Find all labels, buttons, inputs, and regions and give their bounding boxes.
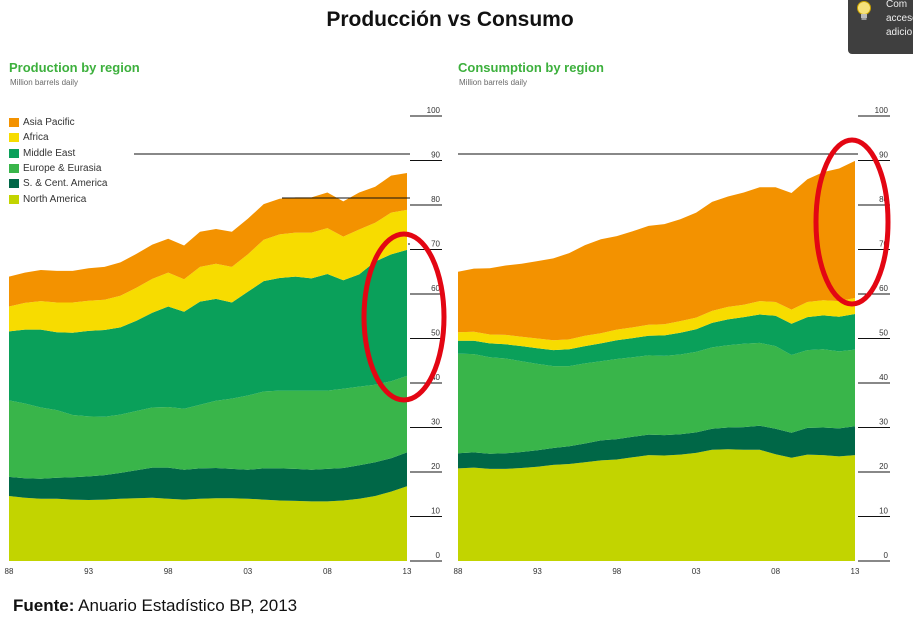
x-tick-label: 13	[403, 567, 412, 576]
area-series-europe-eurasia	[458, 342, 855, 454]
production-legend: Asia Pacific Africa Middle East Europe & Eu…	[9, 115, 107, 207]
area-series-north-america	[458, 449, 855, 561]
y-tick-label: 30	[431, 418, 440, 427]
production-chart-subtitle: Million barrels daily	[10, 78, 79, 87]
y-tick-label: 30	[879, 418, 888, 427]
legend-item: Middle East	[9, 146, 107, 161]
legend-item: Asia Pacific	[9, 115, 107, 130]
source-text: Anuario Estadístico BP, 2013	[74, 596, 298, 615]
y-tick-label: 50	[879, 329, 888, 338]
x-tick-label: 08	[771, 567, 780, 576]
tooltip-line: Com	[886, 0, 908, 10]
legend-item: North America	[9, 191, 107, 206]
legend-label: Europe & Eurasia	[23, 163, 102, 175]
area-series-middle-east	[9, 249, 407, 417]
page-title: Producción vs Consumo	[326, 8, 574, 31]
legend-swatch	[9, 179, 19, 189]
y-tick-label: 100	[875, 106, 889, 115]
legend-label: Asia Pacific	[23, 117, 75, 129]
y-tick-label: 10	[431, 507, 440, 516]
y-tick-label: 70	[879, 240, 888, 249]
area-series-north-america	[9, 486, 407, 561]
x-tick-label: 93	[533, 567, 542, 576]
y-tick-label: 40	[431, 373, 440, 382]
production-chart-title: Production by region	[9, 60, 140, 75]
y-tick-label: 40	[879, 373, 888, 382]
legend-swatch	[9, 164, 19, 174]
x-tick-label: 13	[851, 567, 860, 576]
source-note: Fuente: Anuario Estadístico BP, 2013	[13, 596, 297, 616]
x-tick-label: 03	[692, 567, 701, 576]
y-tick-label: 90	[879, 151, 888, 160]
y-tick-label: 60	[879, 284, 888, 293]
consumption-chart-title: Consumption by region	[458, 60, 604, 75]
tooltip-line: acceso	[886, 13, 913, 24]
x-tick-label: 98	[612, 567, 621, 576]
area-series-middle-east	[458, 314, 855, 367]
legend-item: Europe & Eurasia	[9, 161, 107, 176]
x-tick-label: 08	[323, 567, 332, 576]
x-tick-label: 03	[243, 567, 252, 576]
legend-swatch	[9, 118, 19, 128]
area-series-africa	[458, 298, 855, 351]
lightbulb-icon	[857, 1, 871, 20]
area-series-s-cent-america	[9, 452, 407, 502]
y-tick-label: 20	[431, 462, 440, 471]
y-tick-label: 80	[431, 195, 440, 204]
consumption-chart-subtitle: Million barrels daily	[459, 78, 528, 87]
legend-label: Middle East	[23, 147, 76, 159]
area-series-europe-eurasia	[9, 375, 407, 479]
area-series-asia-pacific	[458, 160, 855, 341]
legend-item: S. & Cent. America	[9, 176, 107, 191]
tooltip-line: adicio	[886, 27, 913, 38]
legend-swatch	[9, 148, 19, 158]
legend-label: S. & Cent. America	[23, 178, 108, 190]
tooltip-popup[interactable]: Com acceso adicio	[848, 0, 913, 54]
highlight-ellipse	[813, 137, 891, 307]
y-tick-label: 10	[879, 507, 888, 516]
y-tick-label: 80	[879, 195, 888, 204]
y-tick-label: 50	[431, 329, 440, 338]
y-tick-label: 70	[431, 240, 440, 249]
x-tick-label: 93	[84, 567, 93, 576]
area-series-africa	[9, 209, 407, 333]
y-tick-label: 60	[431, 284, 440, 293]
y-tick-label: 20	[879, 462, 888, 471]
highlight-ellipse	[361, 231, 447, 403]
y-tick-label: 90	[431, 151, 440, 160]
legend-label: Africa	[23, 132, 49, 144]
x-tick-label: 88	[5, 567, 14, 576]
x-tick-label: 88	[454, 567, 463, 576]
source-label: Fuente:	[13, 596, 75, 615]
x-tick-label: 98	[164, 567, 173, 576]
legend-swatch	[9, 133, 19, 143]
y-tick-label: 0	[884, 551, 889, 560]
area-series-s-cent-america	[458, 425, 855, 469]
tooltip-text: Com acceso adicio	[886, 0, 913, 40]
y-tick-label: 100	[427, 106, 441, 115]
legend-item: Africa	[9, 130, 107, 145]
y-tick-label: 0	[436, 551, 441, 560]
legend-swatch	[9, 194, 19, 204]
legend-label: North America	[23, 193, 87, 205]
area-series-asia-pacific	[9, 173, 407, 307]
